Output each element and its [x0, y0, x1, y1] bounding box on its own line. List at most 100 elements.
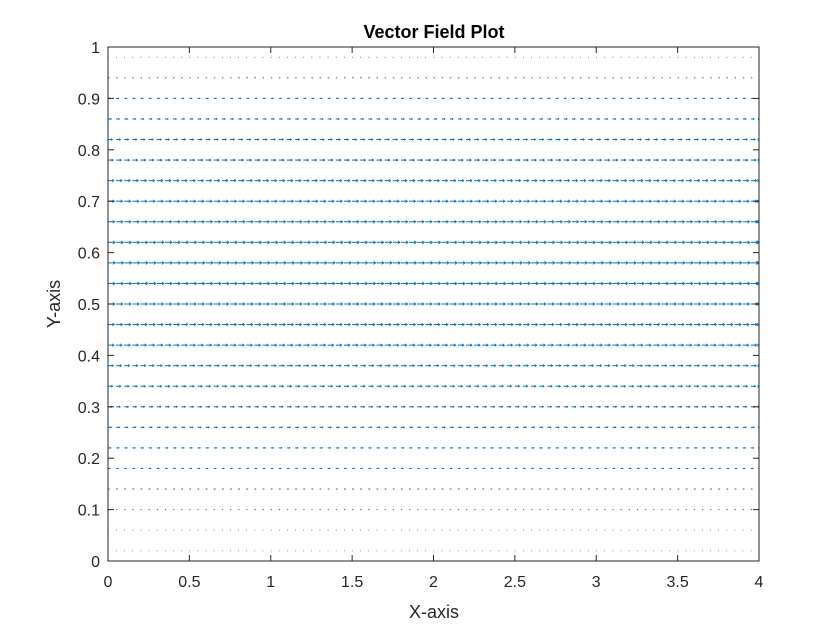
vector-arrowhead — [167, 405, 170, 409]
vector-arrowhead — [454, 302, 458, 306]
vector-arrowhead — [452, 384, 456, 388]
vector-arrowhead — [608, 322, 612, 327]
vector-arrowhead — [721, 138, 724, 141]
vector-arrowhead — [322, 405, 325, 409]
vector-arrowhead — [218, 281, 222, 286]
vector-arrowhead — [372, 302, 376, 306]
vector-arrowhead — [477, 138, 480, 141]
vector-arrowhead — [348, 240, 352, 245]
vector-arrowhead — [746, 322, 750, 327]
vector-arrowhead — [518, 158, 521, 162]
vector-arrowhead — [622, 467, 624, 470]
vector-arrowhead — [713, 384, 716, 388]
vector-arrowhead — [712, 117, 715, 121]
vector-arrowhead — [200, 158, 204, 162]
vector-arrowhead — [120, 199, 124, 203]
vector-arrowhead — [478, 240, 482, 245]
vector-arrowhead — [403, 138, 407, 141]
vector-arrowhead — [706, 199, 710, 203]
vector-arrowhead — [403, 384, 407, 388]
vector-arrowhead — [730, 322, 734, 327]
vector-arrowhead — [714, 199, 718, 203]
vector-arrowhead — [190, 97, 193, 100]
vector-arrowhead — [462, 281, 466, 286]
vector-arrowhead — [160, 343, 164, 347]
vector-arrowhead — [120, 343, 123, 347]
vector-arrowhead — [281, 138, 284, 141]
vector-arrowhead — [526, 158, 529, 162]
vector-arrowhead — [720, 117, 723, 121]
vector-arrowhead — [314, 364, 318, 368]
vector-arrowhead — [711, 97, 714, 100]
vector-arrowhead — [136, 219, 140, 224]
vector-arrowhead — [185, 219, 189, 224]
vector-arrowhead — [582, 138, 586, 141]
vector-arrowhead — [314, 158, 318, 162]
vector-arrowhead — [671, 446, 674, 449]
vector-arrowhead — [443, 446, 446, 449]
vector-arrowhead — [329, 97, 331, 100]
vector-arrowhead — [128, 179, 131, 183]
vector-arrowhead — [405, 219, 409, 224]
vector-arrowhead — [182, 97, 185, 100]
vector-arrowhead — [251, 281, 255, 286]
vector-arrowhead — [470, 260, 475, 265]
vector-arrowhead — [290, 158, 293, 162]
vector-arrowhead — [144, 179, 148, 183]
vector-arrowhead — [609, 240, 613, 245]
vector-arrowhead — [378, 446, 381, 449]
vector-arrowhead — [338, 426, 340, 429]
vector-arrowhead — [730, 179, 733, 183]
vector-arrowhead — [633, 322, 636, 327]
vector-arrowhead — [573, 97, 576, 100]
vector-arrowhead — [640, 343, 644, 347]
vector-arrowhead — [315, 199, 319, 203]
vector-arrowhead — [166, 446, 169, 449]
vector-arrowhead — [436, 158, 440, 162]
vector-arrowhead — [622, 117, 625, 121]
vector-arrowhead — [340, 240, 344, 245]
vector-arrowhead — [266, 322, 270, 327]
vector-arrowhead — [151, 138, 154, 141]
vector-arrowhead — [316, 281, 320, 286]
vector-arrowhead — [446, 260, 450, 265]
vector-arrowhead — [503, 281, 507, 286]
vector-arrowhead — [314, 138, 317, 141]
vector-arrowhead — [161, 260, 165, 265]
vector-arrowhead — [307, 302, 311, 306]
vector-arrowhead — [657, 343, 660, 347]
vector-arrowhead — [632, 343, 636, 347]
vector-arrowhead — [176, 384, 179, 388]
vector-arrowhead — [517, 138, 520, 141]
x-axis-label: X-axis — [409, 602, 459, 622]
vector-arrowhead — [492, 97, 494, 100]
vector-arrowhead — [592, 302, 596, 306]
vector-arrowhead — [167, 426, 170, 429]
vector-arrowhead — [363, 158, 367, 162]
vector-arrowhead — [217, 158, 220, 162]
vector-arrowhead — [275, 281, 279, 286]
vector-arrowhead — [142, 426, 145, 429]
vector-arrowhead — [590, 426, 593, 429]
x-axis-ticks: 0 0.5 1 1.5 2 2.5 3 3.5 4 — [104, 47, 764, 591]
vector-arrowhead — [527, 240, 531, 245]
vector-row — [108, 384, 760, 388]
vector-arrowhead — [137, 281, 141, 286]
y-tick-label: 1 — [91, 40, 100, 57]
vector-arrowhead — [388, 322, 392, 327]
vector-arrowhead — [402, 467, 404, 470]
vector-arrowhead — [754, 179, 758, 183]
vector-arrowhead — [248, 117, 251, 121]
vector-arrowhead — [500, 426, 503, 429]
vector-arrowhead — [218, 219, 222, 224]
vector-arrowhead — [331, 158, 334, 162]
vector-arrowhead — [296, 446, 299, 449]
vector-arrowhead — [641, 240, 645, 245]
vector-arrowhead — [158, 446, 161, 449]
x-tick-label: 0.5 — [178, 574, 200, 591]
vector-arrowhead — [665, 179, 668, 183]
vector-arrowhead — [706, 322, 710, 327]
vector-arrowhead — [461, 343, 465, 347]
vector-arrowhead — [150, 446, 153, 449]
vector-arrowhead — [339, 343, 343, 347]
